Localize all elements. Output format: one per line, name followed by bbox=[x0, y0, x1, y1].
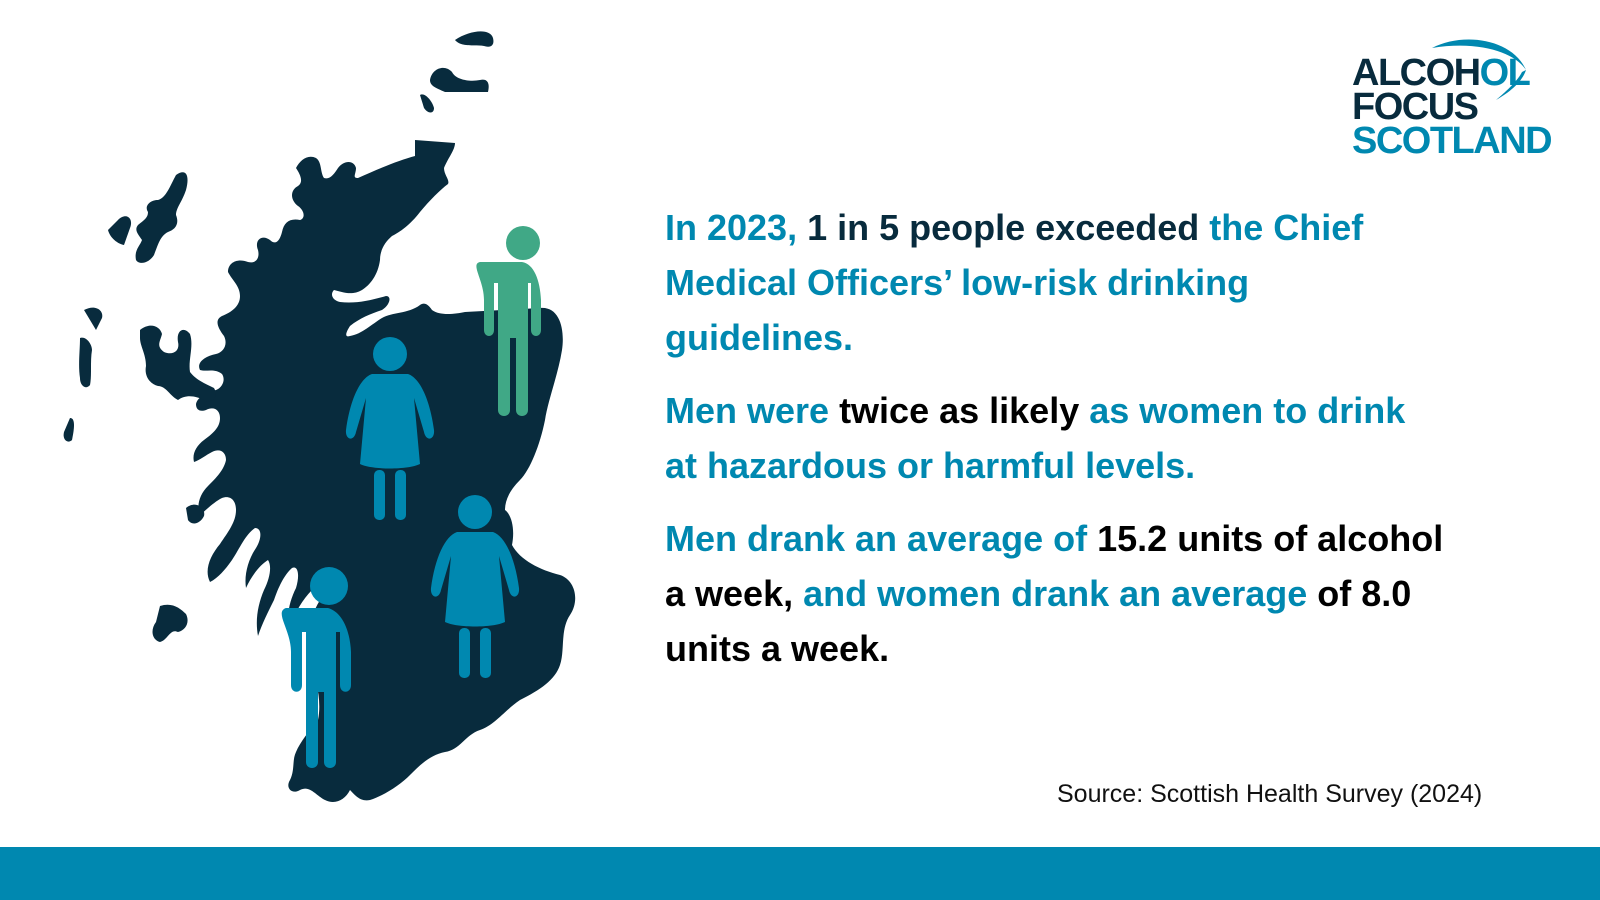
alcohol-focus-scotland-logo[interactable]: ALCOHOL FOCUS SCOTLAND bbox=[1352, 34, 1562, 164]
woman-figure-blue-icon bbox=[345, 337, 435, 520]
scotland-map-illustration bbox=[63, 31, 576, 802]
source-citation: Source: Scottish Health Survey (2024) bbox=[1057, 780, 1483, 808]
logo-swoosh-icon bbox=[1432, 39, 1526, 100]
stat-paragraph-2: Men were twice as likely as women to dri… bbox=[665, 390, 1406, 486]
man-figure-green-icon bbox=[476, 226, 541, 416]
scotland-map-icon bbox=[63, 31, 576, 802]
logo-line-3: SCOTLAND bbox=[1352, 120, 1553, 162]
footer-bar bbox=[0, 847, 1600, 900]
statistics-text: In 2023, 1 in 5 people exceeded the Chie… bbox=[665, 200, 1445, 694]
stat-paragraph-3: Men drank an average of 15.2 units of al… bbox=[665, 518, 1444, 669]
woman-figure-blue-icon-2 bbox=[430, 495, 520, 678]
man-figure-blue-icon bbox=[281, 567, 351, 768]
logo-line-2: FOCUS bbox=[1352, 86, 1479, 128]
stat-paragraph-1: In 2023, 1 in 5 people exceeded the Chie… bbox=[665, 207, 1364, 358]
logo-line-1: ALCOHOL bbox=[1352, 52, 1531, 94]
